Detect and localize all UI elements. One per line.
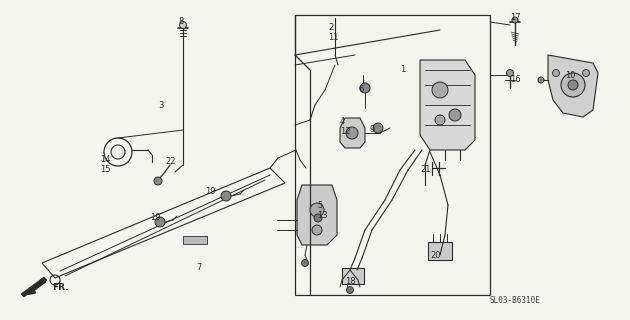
Polygon shape: [548, 55, 598, 117]
Text: FR.: FR.: [52, 283, 69, 292]
Circle shape: [302, 260, 309, 267]
Polygon shape: [183, 236, 207, 244]
Text: 8: 8: [178, 18, 183, 27]
Text: 2: 2: [328, 23, 333, 33]
Text: 10: 10: [565, 70, 575, 79]
Text: 7: 7: [196, 263, 202, 273]
Text: 3: 3: [158, 100, 163, 109]
Bar: [428, 242, 452, 260]
Circle shape: [507, 69, 513, 76]
Polygon shape: [340, 118, 365, 148]
Circle shape: [553, 69, 559, 76]
Circle shape: [512, 17, 518, 23]
Text: 14: 14: [100, 156, 110, 164]
Text: 4: 4: [340, 117, 345, 126]
Text: 5: 5: [317, 201, 323, 210]
Text: 1: 1: [400, 66, 405, 75]
Circle shape: [373, 123, 383, 133]
Text: 17: 17: [510, 13, 520, 22]
Circle shape: [314, 214, 322, 222]
Circle shape: [312, 225, 322, 235]
Text: 11: 11: [328, 34, 338, 43]
Circle shape: [154, 177, 162, 185]
Text: 20: 20: [430, 251, 440, 260]
Polygon shape: [420, 60, 475, 150]
Circle shape: [155, 217, 165, 227]
Polygon shape: [297, 185, 337, 245]
Text: 18: 18: [345, 277, 355, 286]
Circle shape: [360, 83, 370, 93]
Text: 21: 21: [420, 165, 430, 174]
Text: 15: 15: [100, 165, 110, 174]
Circle shape: [561, 73, 585, 97]
Text: 9: 9: [370, 125, 375, 134]
Text: 19: 19: [150, 213, 161, 222]
Circle shape: [180, 21, 186, 28]
Text: 22: 22: [165, 157, 176, 166]
Circle shape: [435, 115, 445, 125]
Circle shape: [538, 77, 544, 83]
Bar: [342, 268, 364, 284]
Text: 12: 12: [340, 127, 350, 137]
Polygon shape: [21, 277, 47, 297]
Circle shape: [449, 109, 461, 121]
Circle shape: [432, 82, 448, 98]
Text: 13: 13: [317, 211, 328, 220]
Circle shape: [310, 203, 324, 217]
Text: 19: 19: [205, 188, 215, 196]
Text: 6: 6: [358, 85, 364, 94]
Circle shape: [583, 69, 590, 76]
Circle shape: [346, 286, 353, 293]
Circle shape: [568, 80, 578, 90]
Text: SL03-B6310E: SL03-B6310E: [490, 296, 541, 305]
Circle shape: [221, 191, 231, 201]
Circle shape: [346, 127, 358, 139]
Text: 16: 16: [510, 76, 520, 84]
